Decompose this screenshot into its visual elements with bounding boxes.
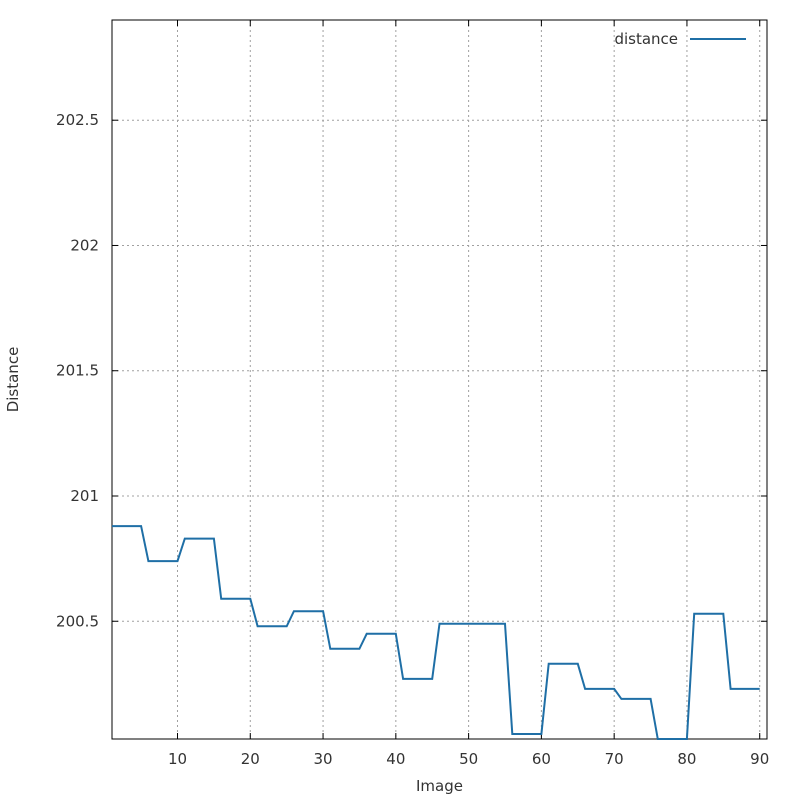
grid-lines [112,20,767,739]
x-tick-label: 70 [605,750,624,768]
series-line-distance [112,525,760,740]
y-tick-label: 202.5 [56,111,99,129]
y-tick-labels: 200.5 201 201.5 202 202.5 [56,111,99,630]
x-tick-label: 40 [386,750,405,768]
x-tick-label: 50 [459,750,478,768]
series-lines [112,525,760,740]
x-axis-title: Image [416,777,463,795]
plot-frame [111,19,768,740]
x-tick-label: 90 [750,750,769,768]
x-tick-label: 10 [168,750,187,768]
x-tick-labels: 10 20 30 40 50 60 70 80 90 [168,750,769,768]
y-tick-label: 201 [70,487,99,505]
legend: distance [614,30,746,48]
x-tick-label: 80 [677,750,696,768]
y-axis-title: Distance [4,347,22,413]
legend-entry-label: distance [614,30,678,48]
y-tick-label: 202 [70,236,99,254]
y-tick-label: 201.5 [56,362,99,380]
x-tick-label: 60 [532,750,551,768]
x-tick-label: 30 [314,750,333,768]
x-tick-label: 20 [241,750,260,768]
y-tick-label: 200.5 [56,612,99,630]
